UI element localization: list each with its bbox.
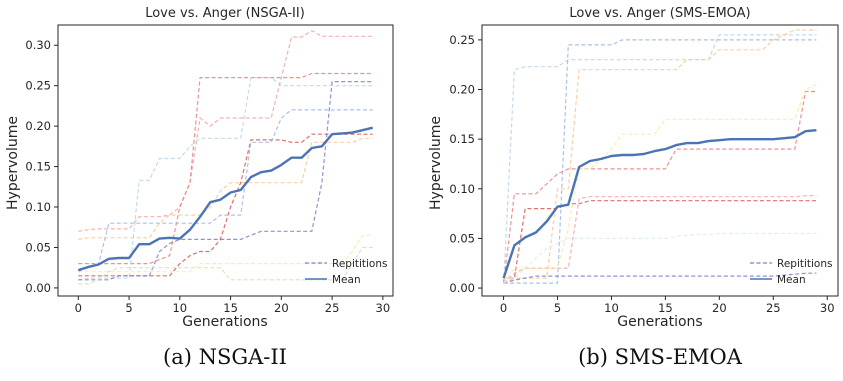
repetition-line-2	[503, 39, 817, 284]
x-tick-label: 5	[125, 301, 132, 315]
legend-mean-label: Mean	[332, 274, 361, 286]
x-tick-label: 25	[766, 301, 781, 315]
x-tick-label: 10	[172, 301, 187, 315]
x-tick-label: 30	[376, 301, 391, 315]
y-tick-label: 0.00	[25, 281, 51, 295]
y-tick-label: 0.10	[449, 182, 475, 196]
x-tick-label: 20	[712, 301, 727, 315]
chart-title: Love vs. Anger (NSGA-II)	[145, 6, 305, 21]
mean-line	[77, 126, 373, 272]
repetition-line-2	[78, 72, 373, 265]
repetition-line-3	[78, 133, 373, 277]
chart-nsga-ii: Love vs. Anger (NSGA-II) Generations Hyp…	[5, 6, 394, 330]
repetition-line-1	[78, 30, 373, 232]
repetition-line-1	[503, 34, 817, 284]
y-tick-label: 0.15	[449, 132, 475, 146]
y-axis-label: Hypervolume	[5, 116, 21, 210]
repetition-line-6	[503, 195, 817, 284]
chart-sms-emoa: Love vs. Anger (SMS-EMOA) Generations Hy…	[428, 6, 839, 330]
repetition-line-4	[503, 90, 817, 284]
plot-frame	[481, 24, 839, 297]
legend: Repititions Mean	[750, 258, 832, 286]
repetition-line-9	[503, 232, 817, 284]
repetition-line-3	[503, 29, 817, 279]
x-tick-label: 20	[274, 301, 289, 315]
y-tick-label: 0.25	[25, 79, 51, 93]
legend-repetitions-label: Repititions	[332, 258, 387, 270]
legend-repetitions-label: Repititions	[777, 258, 832, 270]
y-axis-label: Hypervolume	[428, 116, 444, 210]
x-tick-label: 15	[658, 301, 673, 315]
repetition-line-6	[78, 80, 373, 281]
caption-b: (b) SMS-EMOA	[578, 345, 743, 369]
x-tick-label: 0	[75, 301, 82, 315]
repetition-line-5	[78, 76, 373, 281]
x-axis-label: Generations	[617, 314, 702, 330]
x-tick-label: 30	[820, 301, 835, 315]
y-tick-label: 0.20	[25, 119, 51, 133]
repetition-line-9	[78, 246, 373, 285]
repetition-line-7	[503, 84, 817, 284]
y-tick-label: 0.00	[449, 281, 475, 295]
y-tick-label: 0.20	[449, 83, 475, 97]
x-tick-label: 10	[604, 301, 619, 315]
x-axis-label: Generations	[182, 314, 267, 330]
y-tick-label: 0.30	[25, 38, 51, 52]
y-tick-label: 0.15	[25, 160, 51, 174]
legend-mean-label: Mean	[777, 274, 806, 286]
x-tick-label: 0	[500, 301, 507, 315]
caption-a: (a) NSGA-II	[163, 345, 287, 369]
repetition-line-8	[503, 272, 817, 284]
repetition-line-4	[78, 109, 373, 273]
mean-line	[502, 129, 817, 279]
y-tick-label: 0.05	[25, 240, 51, 254]
y-tick-label: 0.10	[25, 200, 51, 214]
x-tick-label: 15	[223, 301, 238, 315]
x-tick-label: 5	[554, 301, 561, 315]
y-tick-label: 0.05	[449, 231, 475, 245]
x-tick-label: 25	[325, 301, 340, 315]
legend: Repititions Mean	[305, 258, 387, 286]
plot-frame	[57, 24, 394, 297]
repetition-line-7	[78, 137, 373, 240]
repetition-line-8	[78, 234, 373, 273]
y-tick-label: 0.25	[449, 33, 475, 47]
chart-title: Love vs. Anger (SMS-EMOA)	[569, 6, 750, 21]
